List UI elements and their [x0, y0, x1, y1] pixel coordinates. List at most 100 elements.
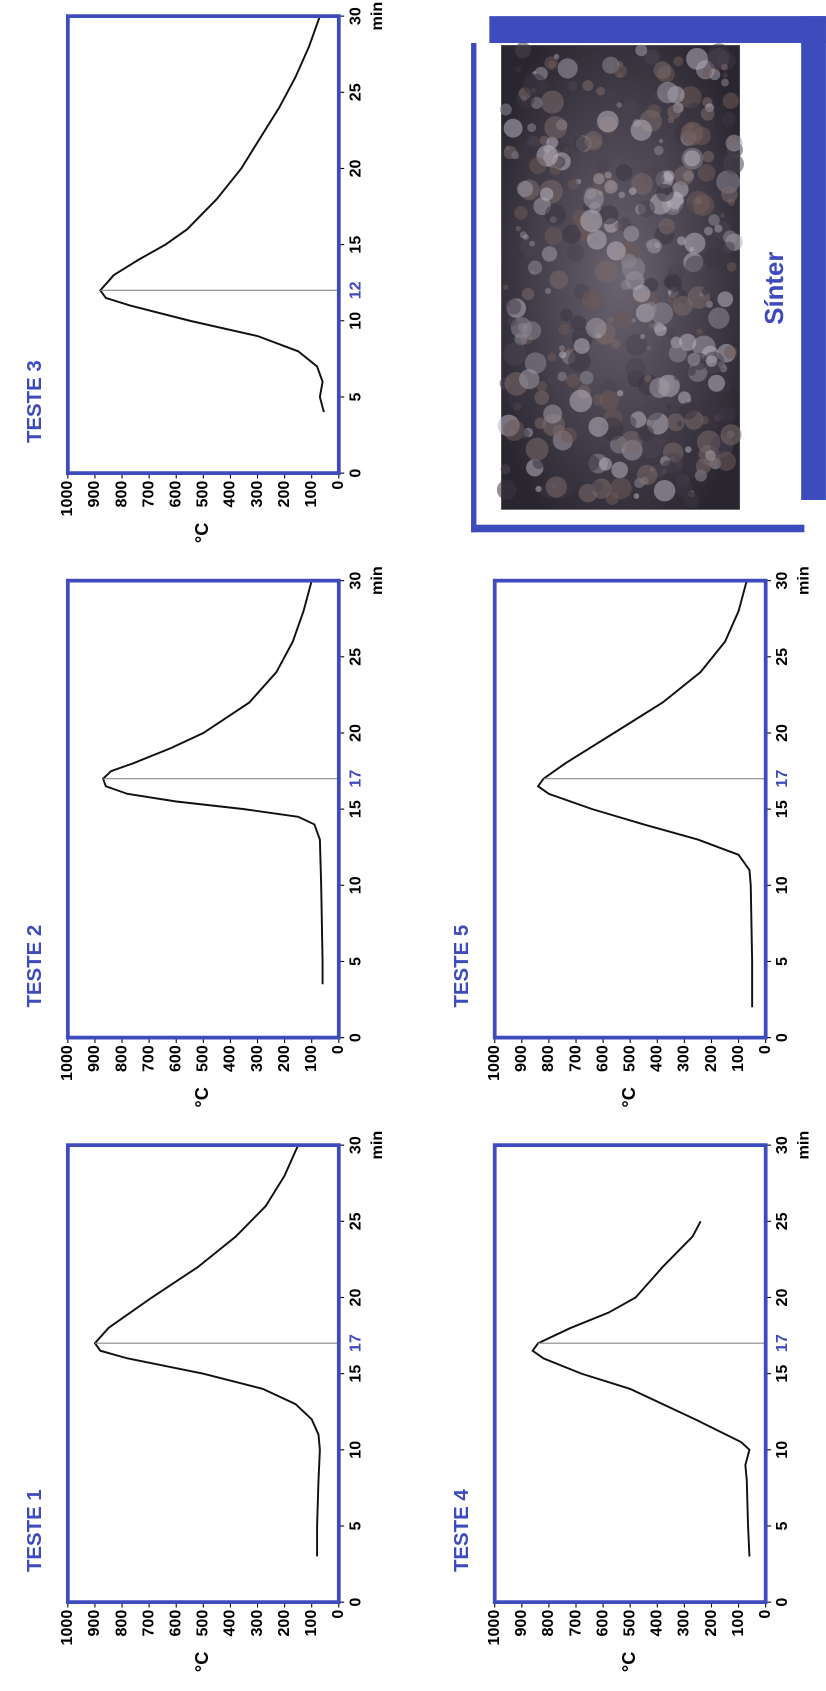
- y-tick-label: 1000: [485, 1045, 503, 1081]
- y-tick-label: 400: [221, 1045, 239, 1072]
- y-tick-label: 300: [675, 1610, 693, 1637]
- y-tick-label: 400: [221, 1610, 239, 1637]
- line-series: [538, 581, 752, 1008]
- x-tick-label: 10: [346, 876, 364, 894]
- plot-frame: [495, 581, 766, 1038]
- x-axis-label: min: [368, 566, 386, 595]
- y-tick-label: 700: [139, 1610, 157, 1637]
- x-tick-label: 25: [773, 648, 791, 666]
- x-axis-label: min: [795, 1131, 813, 1160]
- line-series: [100, 16, 324, 412]
- frame-bar: [489, 16, 826, 43]
- y-tick-label: 400: [648, 1610, 666, 1637]
- chart: TESTE 301002003004005006007008009001000°…: [24, 2, 386, 543]
- y-tick-label: 800: [112, 481, 130, 508]
- x-tick-label: 0: [773, 1598, 791, 1607]
- y-tick-label: 300: [248, 1610, 266, 1637]
- y-tick-label: 900: [512, 1610, 530, 1637]
- x-tick-label: 20: [346, 1288, 364, 1306]
- photo: [497, 42, 744, 510]
- frame-bar: [801, 16, 826, 500]
- y-tick-label: 0: [756, 1045, 774, 1054]
- y-tick-label: 300: [248, 1045, 266, 1072]
- y-tick-label: 100: [729, 1045, 747, 1072]
- x-tick-label: 0: [773, 1033, 791, 1042]
- y-tick-label: 500: [194, 481, 212, 508]
- chart: TESTE 201002003004005006007008009001000°…: [24, 566, 386, 1107]
- x-tick-label: 20: [346, 159, 364, 177]
- y-tick-label: 500: [194, 1610, 212, 1637]
- chart-title: TESTE 3: [24, 360, 46, 443]
- y-tick-label: 1000: [58, 481, 76, 517]
- peak-tick-label: 17: [346, 1334, 364, 1352]
- line-series: [533, 1221, 750, 1556]
- chart: TESTE 501002003004005006007008009001000°…: [451, 566, 813, 1107]
- y-tick-label: 400: [221, 481, 239, 508]
- x-tick-label: 0: [346, 469, 364, 478]
- photo-caption: Sínter: [761, 252, 789, 325]
- y-tick-label: 200: [702, 1045, 720, 1072]
- y-tick-label: 200: [275, 1610, 293, 1637]
- x-tick-label: 15: [346, 236, 364, 254]
- peak-tick-label: 17: [346, 770, 364, 788]
- y-tick-label: 600: [166, 1045, 184, 1072]
- y-tick-label: 100: [302, 1045, 320, 1072]
- y-tick-label: 400: [648, 1045, 666, 1072]
- chart: TESTE 101002003004005006007008009001000°…: [24, 1131, 386, 1672]
- chart-title: TESTE 1: [24, 1489, 46, 1572]
- peak-tick-label: 12: [346, 281, 364, 299]
- x-axis-label: min: [795, 566, 813, 595]
- x-axis-label: min: [368, 1131, 386, 1160]
- x-tick-label: 5: [346, 392, 364, 401]
- y-tick-label: 1000: [58, 1045, 76, 1081]
- x-tick-label: 25: [346, 648, 364, 666]
- x-tick-label: 30: [346, 1136, 364, 1154]
- y-tick-label: 900: [85, 1610, 103, 1637]
- y-tick-label: 700: [566, 1045, 584, 1072]
- y-tick-label: 800: [539, 1610, 557, 1637]
- plot-frame: [495, 1145, 766, 1602]
- y-tick-label: 900: [512, 1045, 530, 1072]
- y-axis-label: °C: [618, 1087, 639, 1108]
- y-tick-label: 900: [85, 481, 103, 508]
- y-tick-label: 100: [729, 1610, 747, 1637]
- y-tick-label: 300: [248, 481, 266, 508]
- y-tick-label: 700: [139, 1045, 157, 1072]
- frame-bar: [471, 43, 476, 532]
- y-tick-label: 0: [329, 481, 347, 490]
- y-tick-label: 200: [275, 1045, 293, 1072]
- x-tick-label: 15: [773, 800, 791, 818]
- y-tick-label: 700: [566, 1610, 584, 1637]
- x-tick-label: 25: [346, 83, 364, 101]
- x-tick-label: 20: [773, 724, 791, 742]
- y-axis-label: °C: [191, 1652, 212, 1673]
- y-tick-label: 0: [329, 1045, 347, 1054]
- page-canvas: Sínter TESTE 101002003004005006007008009…: [0, 0, 826, 1686]
- x-tick-label: 15: [773, 1365, 791, 1383]
- y-tick-label: 300: [675, 1045, 693, 1072]
- x-tick-label: 25: [773, 1212, 791, 1230]
- x-tick-label: 30: [346, 572, 364, 590]
- y-tick-label: 600: [166, 481, 184, 508]
- line-series: [95, 1145, 320, 1556]
- chart-title: TESTE 4: [451, 1489, 473, 1572]
- y-tick-label: 600: [593, 1045, 611, 1072]
- y-axis-label: °C: [618, 1652, 639, 1673]
- x-tick-label: 20: [346, 724, 364, 742]
- plot-frame: [68, 581, 339, 1038]
- y-tick-label: 100: [302, 1610, 320, 1637]
- y-tick-label: 0: [756, 1610, 774, 1619]
- x-tick-label: 5: [773, 957, 791, 966]
- x-tick-label: 5: [773, 1521, 791, 1530]
- y-tick-label: 500: [620, 1610, 638, 1637]
- x-tick-label: 5: [346, 957, 364, 966]
- y-tick-label: 200: [275, 481, 293, 508]
- y-axis-label: °C: [191, 1087, 212, 1108]
- y-tick-label: 600: [593, 1610, 611, 1637]
- x-tick-label: 30: [773, 1136, 791, 1154]
- x-axis-label: min: [368, 2, 386, 31]
- y-tick-label: 500: [620, 1045, 638, 1072]
- peak-tick-label: 17: [773, 770, 791, 788]
- y-tick-label: 800: [112, 1610, 130, 1637]
- x-tick-label: 15: [346, 800, 364, 818]
